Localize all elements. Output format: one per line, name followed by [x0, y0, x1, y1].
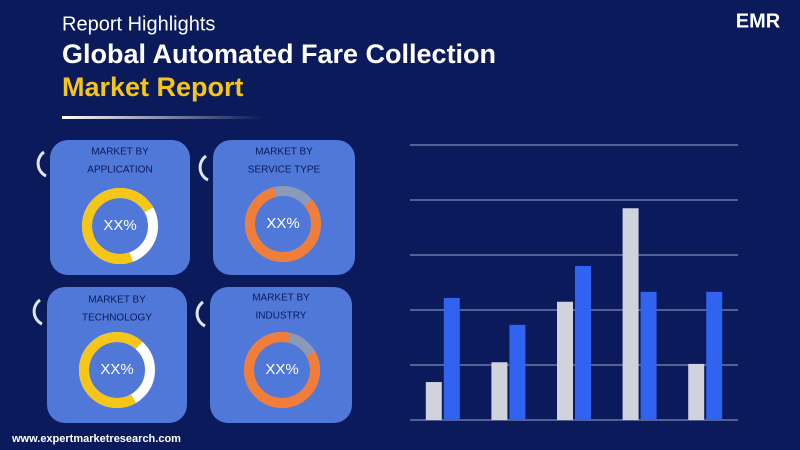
card-label: MARKET BY: [91, 147, 149, 158]
card-value: XX%: [103, 217, 136, 234]
bar: [688, 363, 705, 420]
card-label: INDUSTRY: [256, 311, 307, 322]
cards: MARKET BY APPLICATION MARKET BY SERVICE …: [32, 140, 355, 423]
card-label: SERVICE TYPE: [248, 165, 321, 176]
card-value: XX%: [265, 361, 298, 378]
donut-arc: [245, 186, 321, 262]
bar: [622, 208, 639, 420]
subtitle: Report Highlights: [62, 13, 215, 35]
card-label: MARKET BY: [252, 293, 310, 304]
bar: [509, 324, 526, 420]
bar-chart: [410, 144, 738, 421]
card-value: XX%: [100, 361, 133, 378]
underline: [62, 116, 262, 119]
card-value: XX%: [266, 215, 299, 232]
bar: [557, 301, 573, 420]
card: [213, 140, 355, 275]
bar: [640, 291, 657, 420]
card: [210, 287, 352, 423]
card: [50, 140, 190, 275]
bar: [491, 362, 508, 420]
card-label: MARKET BY: [88, 295, 146, 306]
donut-arc: [79, 332, 155, 408]
card-label: MARKET BY: [255, 147, 313, 158]
cycle-icon: [195, 300, 206, 328]
card-label: TECHNOLOGY: [82, 313, 152, 324]
bar: [425, 382, 442, 420]
title-highlight: Market Report: [62, 72, 244, 102]
bar: [443, 297, 460, 420]
footer-url: www.expertmarketresearch.com: [11, 433, 181, 445]
cycle-icon: [36, 150, 47, 178]
donut-arc: [82, 188, 158, 264]
title: Global Automated Fare Collection: [62, 39, 496, 69]
cycle-icon: [198, 154, 209, 182]
bar: [575, 266, 591, 420]
donut-arc: [244, 332, 320, 408]
logo: EMR: [736, 10, 781, 32]
bar: [706, 291, 723, 420]
card-label: APPLICATION: [87, 165, 152, 176]
cycle-icon: [32, 298, 43, 326]
card: [47, 287, 187, 423]
